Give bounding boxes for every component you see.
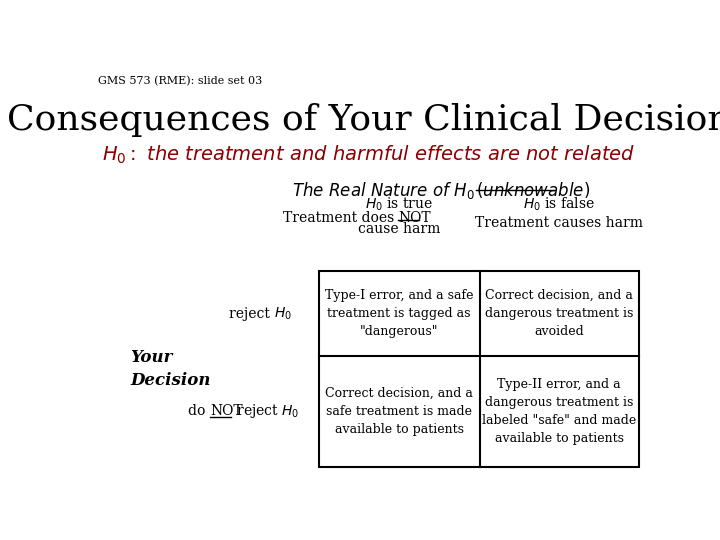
Bar <box>319 271 639 467</box>
Text: $H_0$ is true: $H_0$ is true <box>365 195 433 213</box>
Text: reject $H_0$: reject $H_0$ <box>232 402 300 420</box>
Text: $\bf{\it{The\ Real\ Nature\ of\ H_0}}$: $\bf{\it{The\ Real\ Nature\ of\ H_0}}$ <box>292 180 474 201</box>
Text: cause harm: cause harm <box>358 222 441 236</box>
Text: Treatment does: Treatment does <box>283 211 398 225</box>
Text: $H_0$: $H_0$ <box>274 305 292 322</box>
Text: Treatment causes harm: Treatment causes harm <box>475 217 643 231</box>
Text: Type-II error, and a
dangerous treatment is
labeled "safe" and made
available to: Type-II error, and a dangerous treatment… <box>482 378 636 445</box>
Text: Correct decision, and a
dangerous treatment is
avoided: Correct decision, and a dangerous treatm… <box>485 289 634 338</box>
Text: Your
Decision: Your Decision <box>130 349 211 389</box>
Text: Correct decision, and a
safe treatment is made
available to patients: Correct decision, and a safe treatment i… <box>325 387 473 436</box>
Text: do: do <box>189 404 210 418</box>
Text: Consequences of Your Clinical Decision: Consequences of Your Clinical Decision <box>7 103 720 137</box>
Text: $\bf{\it{(unknowable)}}$: $\bf{\it{(unknowable)}}$ <box>477 180 590 200</box>
Text: Type-I error, and a safe
treatment is tagged as
"dangerous": Type-I error, and a safe treatment is ta… <box>325 289 474 338</box>
Text: reject: reject <box>229 307 274 321</box>
Text: $\mathit{H_0}$$\mathit{:\ the\ treatment\ and\ harmful\ effects\ are\ not\ relat: $\mathit{H_0}$$\mathit{:\ the\ treatment… <box>102 144 636 166</box>
Text: $H_0$ is false: $H_0$ is false <box>523 195 595 213</box>
Text: NOT: NOT <box>398 211 431 225</box>
Text: GMS 573 (RME): slide set 03: GMS 573 (RME): slide set 03 <box>98 76 262 86</box>
Text: NOT: NOT <box>210 404 243 418</box>
